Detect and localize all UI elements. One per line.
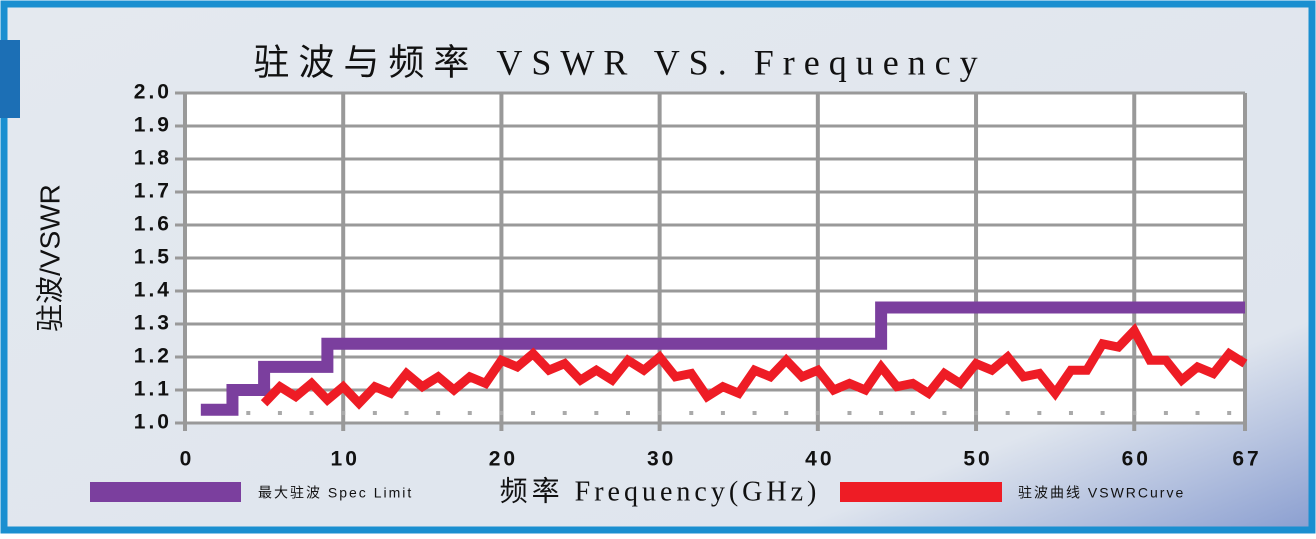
- minor-tick: [341, 411, 346, 415]
- x-tick-label: 67: [1232, 448, 1261, 471]
- minor-tick: [404, 411, 409, 415]
- minor-tick: [467, 411, 472, 415]
- minor-tick: [879, 411, 884, 415]
- y-tick-label: 1.0: [134, 411, 172, 434]
- minor-tick: [1132, 411, 1137, 415]
- x-tick-label: 10: [331, 448, 360, 471]
- minor-tick: [277, 411, 282, 415]
- minor-tick: [1227, 411, 1232, 415]
- legend-label: 最大驻波 Spec Limit: [258, 485, 413, 501]
- x-tick-label: 30: [647, 448, 676, 471]
- minor-tick: [625, 411, 630, 415]
- x-tick-label: 0: [180, 448, 195, 471]
- y-tick-label: 1.6: [134, 213, 172, 236]
- minor-tick: [752, 411, 757, 415]
- minor-tick: [689, 411, 694, 415]
- x-tick-label: 50: [963, 448, 992, 471]
- y-tick-label: 1.4: [134, 279, 172, 302]
- y-tick-label: 1.5: [134, 246, 172, 269]
- minor-tick: [594, 411, 599, 415]
- minor-tick: [847, 411, 852, 415]
- minor-tick: [910, 411, 915, 415]
- minor-tick: [942, 411, 947, 415]
- minor-tick: [815, 411, 820, 415]
- minor-tick: [1100, 411, 1105, 415]
- x-tick-label: 40: [805, 448, 834, 471]
- y-tick-label: 1.3: [134, 312, 172, 335]
- minor-tick: [720, 411, 725, 415]
- legend-swatch: [840, 482, 1002, 502]
- minor-tick: [1163, 411, 1168, 415]
- minor-tick: [531, 411, 536, 415]
- minor-tick: [246, 411, 251, 415]
- minor-tick: [974, 411, 979, 415]
- minor-tick: [499, 411, 504, 415]
- tab: [0, 40, 20, 118]
- legend-swatch: [90, 482, 241, 502]
- minor-tick: [657, 411, 662, 415]
- minor-tick: [436, 411, 441, 415]
- x-axis-label: 频率 Frequency(GHz): [500, 475, 821, 507]
- x-tick-label: 20: [489, 448, 518, 471]
- chart-title: 驻波与频率 VSWR VS. Frequency: [253, 42, 986, 82]
- y-tick-label: 2.0: [134, 81, 172, 104]
- minor-tick: [1037, 411, 1042, 415]
- minor-tick: [1005, 411, 1010, 415]
- y-tick-label: 1.8: [134, 147, 172, 170]
- series-line: [260, 323, 1248, 410]
- minor-tick: [562, 411, 567, 415]
- x-tick-label: 60: [1122, 448, 1151, 471]
- minor-tick: [372, 411, 377, 415]
- minor-tick: [784, 411, 789, 415]
- legend-label: 驻波曲线 VSWRCurve: [1018, 485, 1185, 501]
- minor-tick: [1195, 411, 1200, 415]
- minor-tick: [1068, 411, 1073, 415]
- y-tick-label: 1.1: [134, 378, 172, 401]
- minor-tick: [309, 411, 314, 415]
- y-tick-label: 1.9: [134, 114, 172, 137]
- series-line: [200, 301, 1245, 416]
- y-tick-label: 1.7: [134, 180, 172, 203]
- y-axis-label: 驻波/VSWR: [34, 184, 65, 332]
- y-tick-label: 1.2: [134, 345, 172, 368]
